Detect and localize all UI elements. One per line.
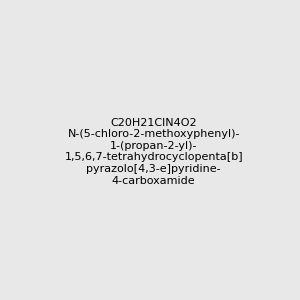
Text: C20H21ClN4O2
N-(5-chloro-2-methoxyphenyl)-
1-(propan-2-yl)-
1,5,6,7-tetrahydrocy: C20H21ClN4O2 N-(5-chloro-2-methoxyphenyl… — [64, 118, 243, 185]
